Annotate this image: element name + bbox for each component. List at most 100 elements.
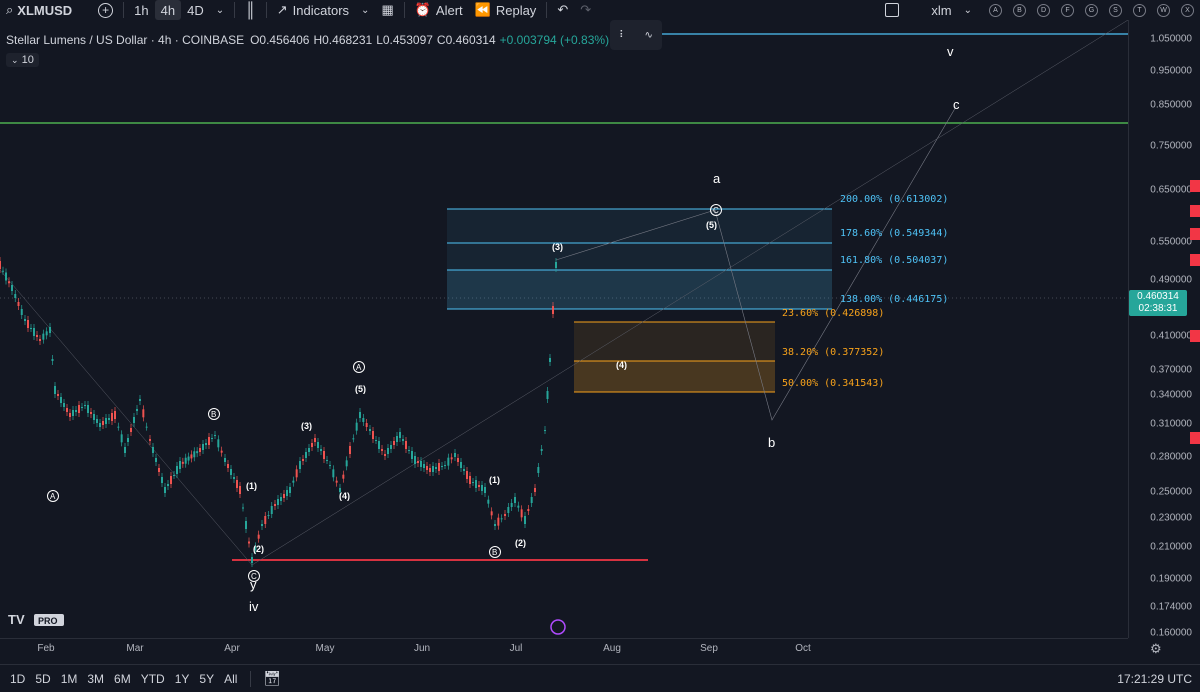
alert-tag-4	[1190, 254, 1200, 266]
time-tick-label: Jul	[509, 643, 523, 654]
range-1y[interactable]: 1Y	[174, 671, 190, 686]
range-1m[interactable]: 1M	[60, 671, 78, 686]
range-5y[interactable]: 5Y	[199, 671, 215, 686]
candle-body	[292, 480, 295, 483]
shortcut-f-button[interactable]: F	[1061, 3, 1074, 17]
rewind-icon: ⏪	[474, 2, 491, 17]
shortcut-a-button[interactable]: A	[989, 3, 1002, 17]
legend-close: C0.460314	[436, 33, 496, 47]
shortcut-s-button[interactable]: S	[1109, 3, 1122, 17]
wave-tool-icon[interactable]: ∿	[644, 29, 653, 41]
symbol-search[interactable]: ⌕ XLMUSD	[0, 0, 78, 20]
shortcut-b-button[interactable]: B	[1013, 3, 1026, 17]
candle-body	[173, 475, 175, 476]
candle-body	[202, 444, 204, 450]
fib-label-200: 200.00% (0.613002)	[840, 194, 948, 205]
circled-b-marker	[489, 546, 501, 558]
candle-body	[393, 441, 395, 445]
shortcut-t-button[interactable]: T	[1133, 3, 1146, 17]
indicators-dropdown[interactable]: ⌄	[355, 0, 375, 20]
alert-button[interactable]: ⏰ Alert	[409, 0, 469, 20]
candle-body	[362, 418, 365, 422]
candle-body	[323, 451, 325, 459]
candle-body	[220, 450, 223, 453]
undo-button[interactable]: ↶	[551, 0, 574, 20]
candle-body	[417, 461, 419, 463]
candle-body	[84, 405, 86, 406]
candle-body	[441, 466, 443, 467]
wave-3a: (3)	[301, 421, 312, 431]
range-ytd[interactable]: YTD	[140, 671, 165, 686]
candle-body	[514, 497, 516, 503]
time-axis[interactable]: Feb Mar Apr May Jun Jul Aug Sep Oct ⚙	[0, 638, 1162, 660]
floating-toolbar[interactable]: ⠇ ∿	[610, 20, 662, 50]
candle-body	[167, 484, 169, 486]
range-1d[interactable]: 1D	[10, 671, 26, 686]
candle-body	[308, 448, 310, 452]
candle-body	[127, 438, 129, 442]
interval-dropdown[interactable]: ⌄	[210, 0, 230, 20]
interval-4h[interactable]: 4h	[154, 0, 182, 20]
svg-text:C: C	[713, 206, 719, 215]
divider	[265, 2, 267, 18]
calendar-icon[interactable]: 📅︎	[263, 670, 282, 686]
candle-body	[176, 466, 178, 474]
candle-body	[108, 418, 110, 420]
redo-button[interactable]: ↷	[574, 0, 597, 20]
utc-clock[interactable]: 17:21:29 UTC	[1117, 671, 1192, 686]
range-6m[interactable]: 6M	[114, 671, 131, 686]
alert-tag-1	[1190, 180, 1200, 192]
alert-label: Alert	[435, 2, 463, 18]
wave-2a: (2)	[253, 544, 264, 554]
shortcut-g-button[interactable]: G	[1085, 3, 1098, 17]
candle-body	[155, 458, 157, 462]
range-3m[interactable]: 3M	[87, 671, 105, 686]
candle-body	[317, 442, 319, 448]
alert-tag-5	[1190, 330, 1200, 342]
range-all[interactable]: All	[224, 671, 238, 686]
interval-1h[interactable]: 1h	[134, 2, 149, 18]
indicators-button[interactable]: ↗ Indicators	[271, 0, 355, 20]
fib-retrace-box	[574, 322, 775, 392]
svg-text:B: B	[492, 548, 497, 557]
price-chart[interactable]: 200.00% (0.613002) 178.60% (0.549344) 16…	[0, 20, 1128, 638]
interval-4d[interactable]: 4D	[187, 2, 204, 18]
chart-type-button[interactable]: ║	[239, 0, 262, 20]
shortcut-w-button[interactable]: W	[1157, 3, 1170, 17]
candle-body	[78, 405, 80, 413]
candle-body	[497, 517, 500, 526]
candle-body	[136, 409, 138, 411]
settings-icon[interactable]: ⚙	[1150, 641, 1162, 656]
candle-body	[277, 499, 279, 505]
candle-body	[224, 458, 226, 462]
replay-button[interactable]: ⏪ Replay	[469, 0, 543, 20]
candle-body	[205, 443, 207, 445]
candle-body	[158, 468, 160, 472]
candle-body	[27, 320, 29, 328]
indicator-pill[interactable]: ⌄ 10	[6, 53, 39, 67]
fullscreen-checkbox[interactable]	[879, 0, 905, 20]
add-symbol-button[interactable]: +	[92, 0, 119, 20]
time-tick-label: Feb	[37, 643, 55, 654]
time-tick-label: Oct	[795, 643, 811, 654]
candle-body	[457, 458, 459, 462]
layout-dropdown[interactable]: ⌄	[958, 0, 978, 20]
price-axis[interactable]: 1.050000 0.950000 0.850000 0.750000 0.650000…	[1128, 20, 1200, 639]
candle-body	[283, 494, 285, 498]
shortcut-x-button[interactable]: X	[1181, 3, 1194, 17]
range-5d[interactable]: 5D	[35, 671, 51, 686]
layout-name[interactable]: xlm	[931, 2, 952, 18]
wave-label-a: a	[713, 171, 721, 186]
candle-body	[139, 399, 141, 401]
candle-body	[214, 435, 216, 436]
drag-handle-icon[interactable]: ⠇	[619, 29, 627, 41]
shortcut-d-button[interactable]: D	[1037, 3, 1050, 17]
circled-c-marker	[248, 570, 260, 582]
layouts-button[interactable]: ▦	[375, 0, 399, 20]
candle-body	[42, 333, 45, 340]
search-icon: ⌕	[6, 2, 14, 17]
candle-body	[466, 471, 468, 479]
wave-5a: (5)	[355, 384, 366, 394]
candle-body	[478, 485, 480, 487]
chart-pane[interactable]: 200.00% (0.613002) 178.60% (0.549344) 16…	[0, 20, 1128, 638]
